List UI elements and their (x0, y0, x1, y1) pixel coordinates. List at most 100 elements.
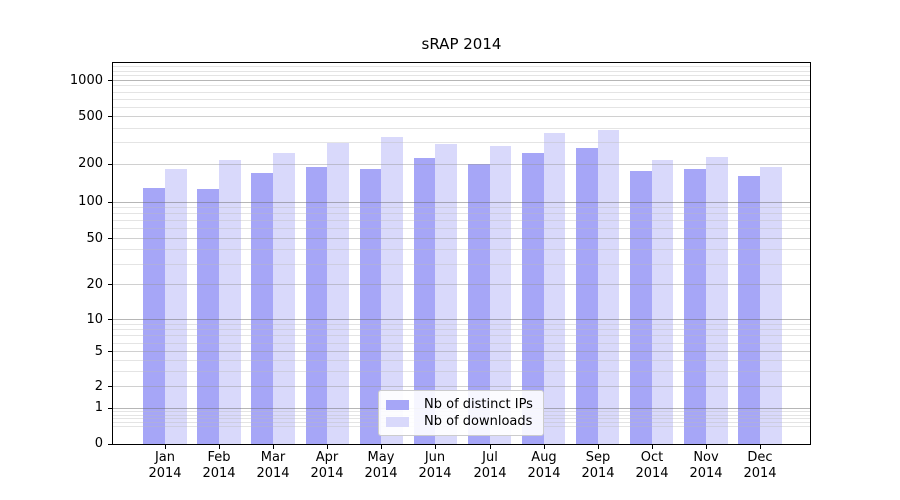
x-tick-year: 2014 (148, 466, 182, 481)
gridline-mid (113, 163, 810, 165)
gridline-minor (113, 85, 810, 87)
x-tick-month: Mar (260, 450, 286, 465)
bar-distinct-ips-sep (576, 148, 598, 444)
bar-downloads-dec (759, 166, 782, 444)
gridline-minor (113, 70, 810, 72)
bar-downloads-apr (327, 142, 349, 444)
x-tick-year: 2014 (527, 466, 561, 481)
x-tick-label: Jun 2014 (405, 450, 465, 482)
y-tick-label: 1 (94, 400, 103, 415)
x-tick-year: 2014 (743, 466, 777, 481)
x-tick-month: Apr (315, 450, 339, 465)
y-tick (108, 202, 112, 203)
legend-label-distinct-ips: Nb of distinct IPs (424, 397, 533, 412)
gridline-mid (113, 284, 810, 285)
gridline-minor (113, 329, 810, 331)
bar-distinct-ips-jan (143, 187, 165, 444)
x-tick (165, 445, 166, 449)
y-tick (108, 238, 112, 239)
y-tick (108, 386, 112, 387)
x-tick-year: 2014 (364, 466, 398, 481)
x-tick-month: Aug (531, 450, 557, 465)
gridline-minor (113, 75, 810, 77)
legend: Nb of distinct IPs Nb of downloads (378, 390, 544, 436)
x-tick (381, 445, 382, 449)
gridline-minor (113, 335, 810, 337)
y-tick-label: 0 (94, 436, 103, 451)
x-tick (652, 445, 653, 449)
y-tick-label: 10 (86, 312, 103, 327)
y-tick-label: 5 (94, 344, 103, 359)
x-tick-label: Apr 2014 (297, 450, 357, 482)
x-tick (598, 445, 599, 449)
legend-swatch-distinct-ips (386, 399, 409, 410)
y-tick (108, 164, 112, 165)
bar-distinct-ips-oct (630, 170, 652, 444)
bar-distinct-ips-aug (521, 152, 544, 444)
x-tick-month: Sep (585, 450, 611, 465)
gridline-mid (113, 116, 810, 117)
legend-item-distinct-ips: Nb of distinct IPs (385, 396, 533, 413)
x-tick (219, 445, 220, 449)
x-tick (490, 445, 491, 449)
x-tick-label: Dec 2014 (730, 450, 790, 482)
gridline-minor (113, 220, 810, 222)
gridline-major (113, 80, 810, 81)
gridline-mid (113, 386, 810, 387)
y-tick-label: 1000 (69, 73, 103, 88)
legend-swatch-downloads (386, 416, 409, 427)
y-tick (108, 80, 112, 81)
bar-downloads-aug (543, 133, 566, 444)
bar-downloads-jan (165, 169, 187, 444)
gridline-minor (113, 228, 810, 230)
y-tick-label: 2 (94, 379, 103, 394)
bar-distinct-ips-dec (738, 176, 760, 444)
x-tick (435, 445, 436, 449)
gridline-major (113, 319, 810, 320)
x-tick-year: 2014 (689, 466, 723, 481)
y-tick-label: 100 (78, 194, 103, 209)
bar-distinct-ips-feb (197, 189, 220, 444)
gridline-minor (113, 66, 810, 68)
bar-downloads-jun (435, 144, 458, 444)
x-tick-month: Feb (207, 450, 231, 465)
x-tick-label: Feb 2014 (189, 450, 249, 482)
x-tick-label: Sep 2014 (568, 450, 628, 482)
gridline-minor (113, 127, 810, 129)
x-tick-month: May (367, 450, 395, 465)
y-tick-label: 200 (78, 156, 103, 171)
x-tick-month: Jun (424, 450, 446, 465)
x-tick-month: Dec (747, 450, 773, 465)
x-tick-year: 2014 (310, 466, 344, 481)
gridline-minor (113, 342, 810, 344)
x-tick-year: 2014 (256, 466, 290, 481)
bar-downloads-oct (651, 159, 674, 444)
bar-distinct-ips-apr (305, 167, 328, 444)
bar-downloads-nov (705, 156, 728, 444)
gridline-minor (113, 359, 810, 361)
x-tick-year: 2014 (202, 466, 236, 481)
gridline-mid (113, 351, 810, 352)
gridline-minor (113, 213, 810, 215)
x-tick-label: Mar 2014 (243, 450, 303, 482)
bar-distinct-ips-may (359, 169, 382, 444)
x-tick-label: Aug 2014 (514, 450, 574, 482)
x-tick-year: 2014 (635, 466, 669, 481)
x-tick-label: Jul 2014 (460, 450, 520, 482)
bar-distinct-ips-jun (413, 158, 436, 444)
x-tick-year: 2014 (581, 466, 615, 481)
gridline-minor (113, 106, 810, 108)
y-tick (108, 116, 112, 117)
gridline-minor (113, 249, 810, 251)
bar-downloads-mar (273, 152, 295, 444)
gridline-mid (113, 238, 810, 239)
y-tick (108, 444, 112, 445)
y-tick (108, 284, 112, 285)
y-tick (108, 408, 112, 409)
gridline-minor (113, 98, 810, 100)
bar-distinct-ips-mar (251, 173, 274, 444)
x-tick-label: Nov 2014 (676, 450, 736, 482)
y-tick (108, 351, 112, 352)
x-tick (760, 445, 761, 449)
